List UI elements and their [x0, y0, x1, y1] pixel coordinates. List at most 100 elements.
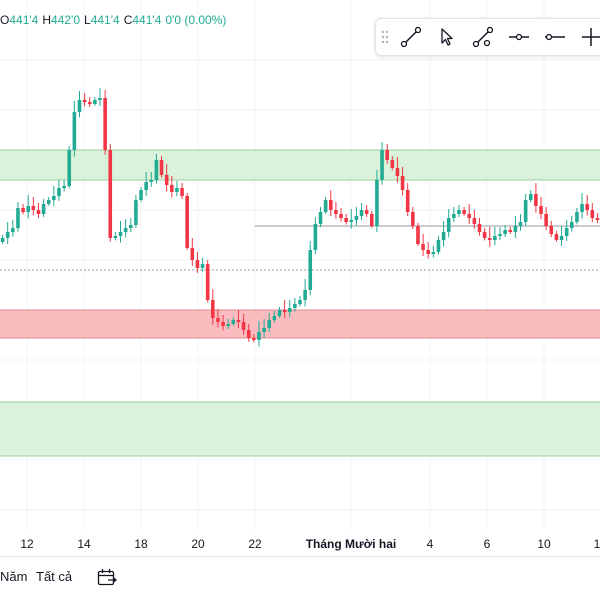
zone-support [0, 310, 600, 338]
candle-up [113, 236, 118, 238]
candle-down [82, 100, 87, 102]
candle-up [359, 210, 364, 216]
candle-up [303, 290, 307, 300]
candle-down [236, 320, 241, 322]
candle-down [590, 210, 595, 218]
x-tick-label: 14 [77, 537, 91, 551]
price-chart[interactable] [0, 0, 600, 556]
candle-down [549, 226, 554, 234]
candle-down [159, 160, 164, 175]
candle-down [364, 210, 369, 214]
horizontal-ray-icon[interactable] [504, 22, 534, 52]
candle-up [52, 196, 56, 200]
high-value: 442'0 [51, 13, 81, 27]
candle-up [16, 208, 20, 228]
candle-up [200, 264, 205, 268]
candle-up [0, 238, 5, 242]
candle-up [98, 98, 102, 100]
candle-up [5, 232, 10, 238]
candle-up [272, 316, 277, 320]
candle-down [534, 194, 538, 206]
reference-lines-layer [0, 225, 600, 271]
candle-up [57, 188, 61, 196]
candle-up [498, 234, 502, 236]
candle-down [170, 185, 174, 192]
candle-up [77, 100, 82, 112]
candle-down [87, 102, 92, 104]
candle-down [246, 330, 251, 338]
x-tick-label: 20 [191, 537, 205, 551]
candle-down [487, 238, 492, 240]
candle-down [421, 244, 425, 250]
extended-line-icon[interactable] [540, 22, 570, 52]
candle-up [72, 112, 77, 150]
zones-layer [0, 149, 600, 457]
candle-down [164, 175, 169, 185]
candle-up [349, 220, 354, 222]
candle-down [482, 232, 487, 238]
candle-up [154, 160, 159, 180]
candle-up [231, 320, 236, 324]
candle-up [62, 186, 66, 188]
zone-resistance [0, 150, 600, 180]
calendar-goto-icon[interactable] [96, 567, 118, 589]
range-year-button[interactable]: Năm [0, 569, 28, 584]
candle-up [380, 150, 384, 180]
candle-down [539, 206, 543, 214]
candle-up [308, 250, 313, 290]
candle-down [103, 98, 107, 150]
path-line-icon[interactable] [468, 22, 498, 52]
trend-line-icon[interactable] [396, 22, 426, 52]
candle-down [221, 322, 225, 326]
date-range-bar: Năm Tất cả [0, 556, 600, 601]
candle-down [370, 214, 374, 226]
change-value: 0'0 (0.00%) [165, 13, 227, 27]
cursor-arrow-icon[interactable] [432, 22, 462, 52]
ohlc-legend: O441'4 H442'0 L441'4 C441'4 0'0 (0.00%) [0, 13, 226, 29]
candle-up [118, 232, 123, 236]
candle-up [493, 236, 497, 240]
candle-down [467, 214, 472, 218]
candle-up [149, 180, 154, 182]
candle-up [262, 328, 266, 332]
close-label: C [123, 13, 133, 27]
x-tick-label: 22 [248, 537, 262, 551]
candle-up [436, 240, 441, 252]
drawing-toolbar [375, 18, 600, 56]
x-tick-label: 6 [483, 537, 491, 551]
candle-up [452, 214, 456, 218]
candle-down [241, 322, 246, 330]
candle-up [175, 188, 179, 192]
x-tick-label: 10 [537, 537, 551, 551]
candle-down [595, 218, 600, 220]
candle-up [318, 212, 323, 224]
candle-down [21, 208, 25, 212]
candle-up [144, 182, 148, 190]
candle-up [523, 200, 528, 222]
candle-down [395, 168, 400, 176]
candle-up [134, 200, 138, 225]
candle-up [26, 206, 30, 212]
candle-up [293, 304, 297, 308]
candle-up [354, 216, 359, 220]
candle-down [390, 160, 395, 168]
candle-down [416, 226, 420, 244]
candle-down [411, 212, 415, 226]
crosshair-icon[interactable] [576, 22, 600, 52]
range-all-button[interactable]: Tất cả [36, 569, 73, 584]
close-value: 441'4 [132, 13, 162, 27]
candle-down [36, 210, 41, 214]
candle-down [282, 310, 287, 312]
candle-up [123, 228, 128, 232]
candle-up [257, 332, 261, 340]
x-tick-label: 1 [593, 537, 600, 551]
x-tick-label: 12 [20, 537, 34, 551]
candle-down [108, 150, 113, 238]
candle-down [462, 210, 466, 214]
candles-layer [0, 88, 600, 347]
candle-up [139, 190, 143, 200]
zone-demand [0, 402, 600, 456]
candle-up [11, 228, 15, 232]
candle-down [405, 190, 410, 212]
drag-handle-icon[interactable] [380, 27, 390, 47]
